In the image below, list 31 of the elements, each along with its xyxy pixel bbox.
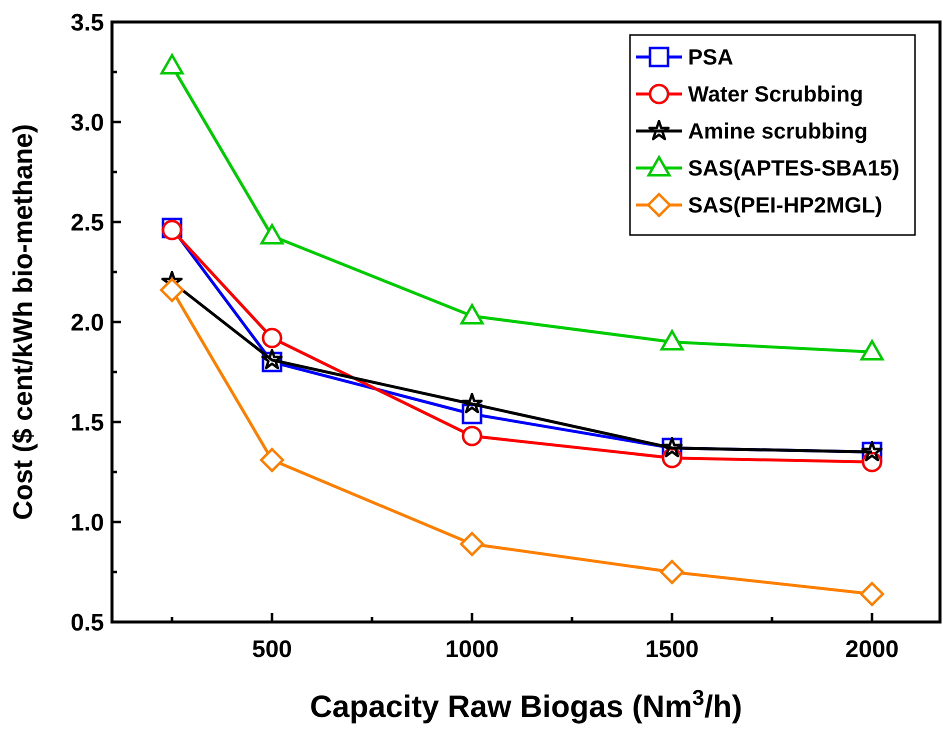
point bbox=[461, 392, 483, 414]
x-axis-title: Capacity Raw Biogas (Nm$^{3}$/h) bbox=[310, 684, 742, 724]
y-tick-label: 1.0 bbox=[70, 509, 104, 536]
x-tick-label: 2000 bbox=[845, 636, 899, 663]
point bbox=[660, 560, 684, 584]
legend-label: SAS(APTES-SBA15) bbox=[688, 156, 900, 181]
legend-label: Water Scrubbing bbox=[688, 82, 864, 107]
legend-label: PSA bbox=[688, 44, 734, 70]
point bbox=[462, 426, 482, 446]
point bbox=[262, 328, 282, 348]
point bbox=[460, 532, 484, 556]
y-axis-title: Cost ($ cent/kWh bio-methane) bbox=[8, 124, 38, 520]
legend-label: Amine scrubbing bbox=[688, 118, 868, 144]
x-tick-label: 1000 bbox=[445, 636, 499, 663]
y-tick-label: 3.5 bbox=[70, 9, 104, 36]
point bbox=[860, 340, 884, 360]
y-tick-label: 1.5 bbox=[70, 409, 104, 436]
y-tick-label: 2.0 bbox=[70, 309, 104, 336]
point bbox=[260, 224, 284, 244]
y-tick-label: 0.5 bbox=[70, 609, 104, 636]
y-tick-label: 3.0 bbox=[70, 109, 104, 136]
y-tick-label: 2.5 bbox=[70, 209, 104, 236]
legend-label: SAS(PEI-HP2MGL) bbox=[688, 192, 882, 218]
x-tick-label: 1500 bbox=[645, 636, 699, 663]
x-tick-label: 500 bbox=[252, 636, 292, 663]
point bbox=[260, 448, 284, 472]
point bbox=[660, 330, 684, 350]
point bbox=[460, 304, 484, 324]
point bbox=[860, 582, 884, 606]
point bbox=[160, 54, 184, 74]
point bbox=[160, 278, 184, 302]
